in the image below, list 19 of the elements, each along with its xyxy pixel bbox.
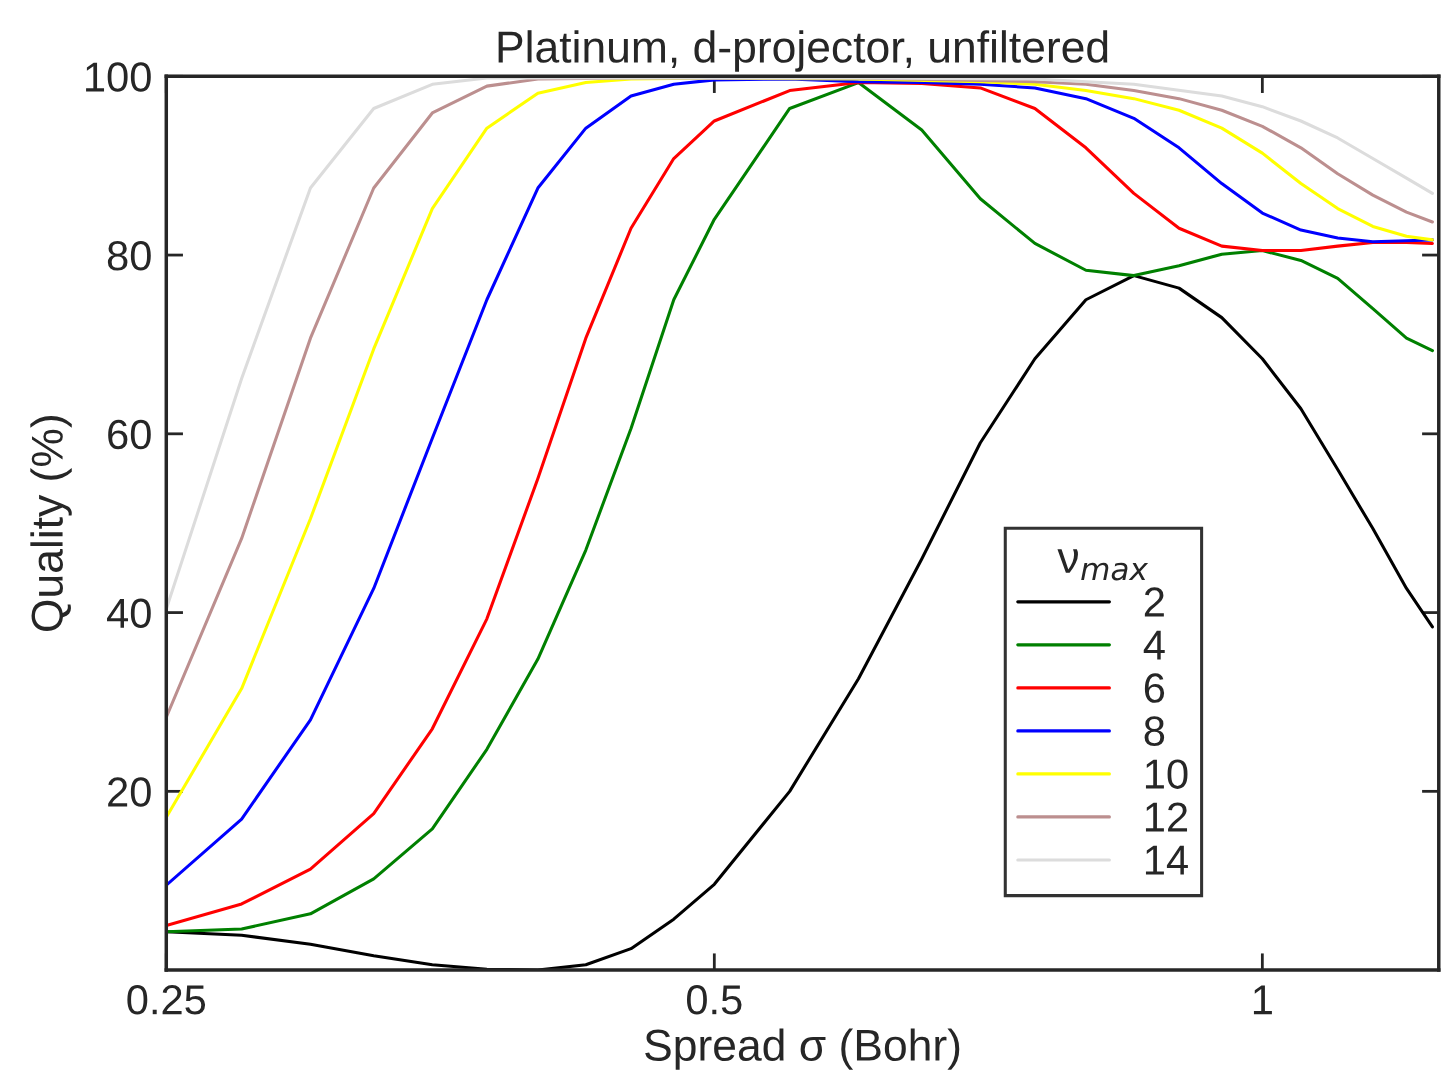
legend-title: ν$_{max}$: [1057, 549, 1149, 581]
legend-label: 2: [1144, 587, 1164, 617]
y-tick-label: 100: [86, 62, 151, 92]
y-tick-label: 60: [108, 419, 151, 450]
legend-label: 10: [1145, 759, 1188, 789]
x-tick-label: 1: [1253, 985, 1272, 1015]
chart-title: Platinum, d-projector, unfiltered: [498, 30, 1108, 72]
y-axis-title: Quality (%): [30, 416, 72, 631]
legend-label: 6: [1144, 673, 1165, 703]
y-tick-label: 80: [107, 241, 151, 271]
legend-label: 12: [1145, 802, 1188, 832]
y-tick-label: 20: [108, 777, 151, 807]
x-axis-title: Spread σ (Bohr): [645, 1028, 960, 1070]
legend-label: 4: [1143, 630, 1165, 660]
legend-label: 8: [1144, 716, 1165, 746]
x-tick-label: 0.25: [127, 985, 206, 1015]
legend-label: 14: [1145, 845, 1188, 875]
y-tick-label: 40: [107, 598, 151, 629]
x-tick-label: 0.5: [686, 985, 742, 1015]
